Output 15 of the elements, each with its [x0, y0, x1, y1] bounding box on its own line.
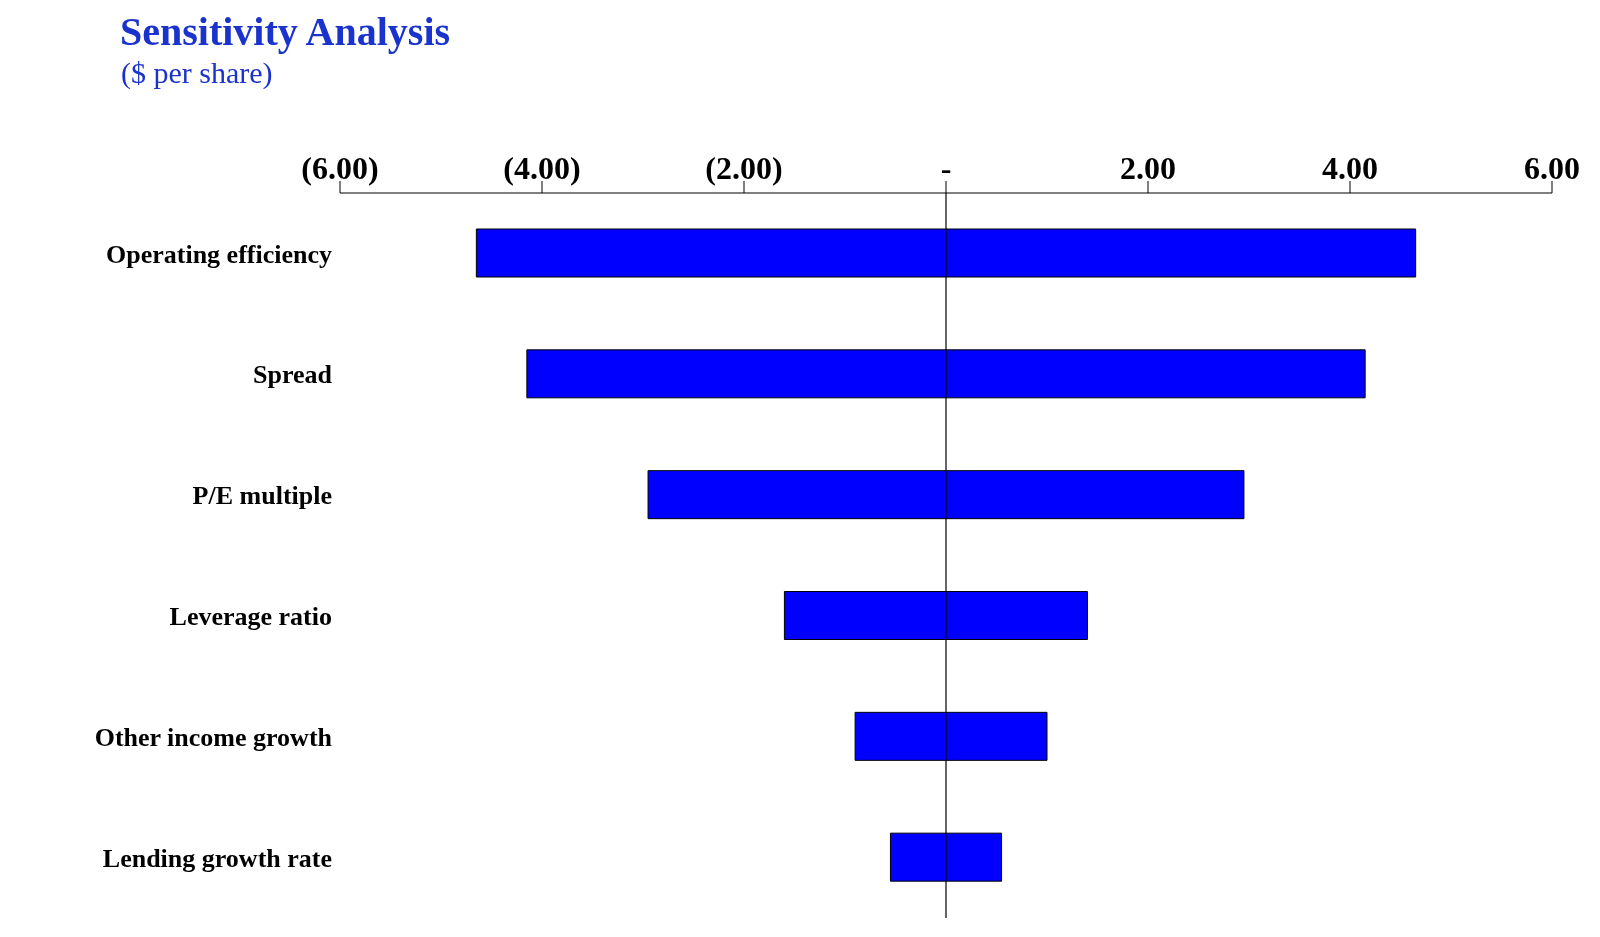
x-tick-label: 2.00: [1120, 150, 1176, 186]
x-tick-label: 4.00: [1322, 150, 1378, 186]
y-tick-label: P/E multiple: [192, 481, 332, 511]
y-tick-label: Spread: [253, 360, 333, 390]
y-tick-label: Operating efficiency: [106, 239, 332, 269]
y-tick-label: Other income growth: [94, 722, 333, 752]
chart-subtitle: ($ per share): [121, 56, 273, 90]
chart-title: Sensitivity Analysis: [120, 8, 451, 55]
x-tick-label: -: [940, 150, 952, 186]
x-tick-label: (4.00): [503, 150, 581, 186]
y-tick-label: Leverage ratio: [169, 602, 332, 632]
x-tick-label: (2.00): [705, 150, 783, 186]
y-tick-label: Lending growth rate: [102, 843, 332, 873]
x-tick-label: 6.00: [1524, 150, 1580, 186]
x-tick-label: (6.00): [301, 150, 379, 186]
